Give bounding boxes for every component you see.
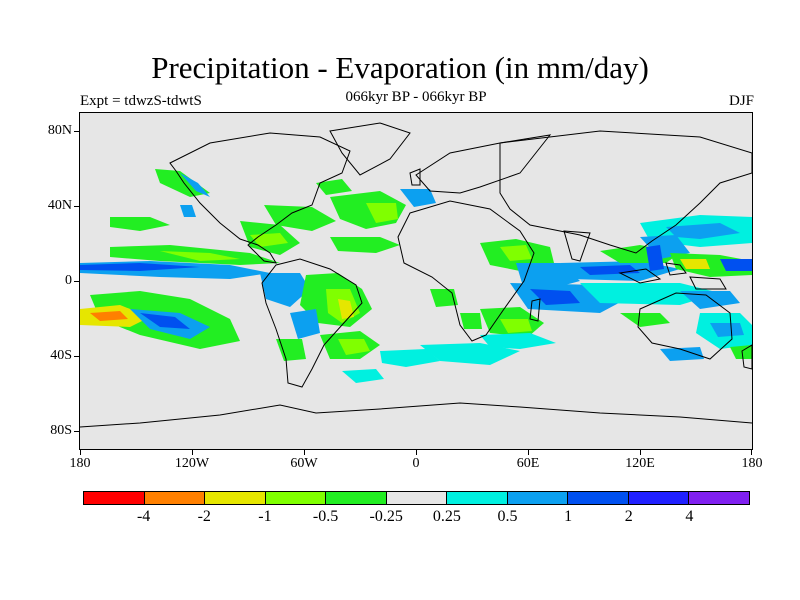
lat-label: 80N bbox=[47, 123, 72, 138]
lat-tick bbox=[74, 131, 80, 132]
plot-title: Precipitation - Evaporation (in mm/day) bbox=[151, 50, 649, 85]
color-bar-box bbox=[205, 492, 266, 504]
color-bar-label: 0.25 bbox=[432, 508, 461, 525]
lat-label: 40S bbox=[50, 348, 72, 363]
lon-tick bbox=[192, 449, 193, 455]
color-bar-box bbox=[447, 492, 508, 504]
color-bar-box bbox=[689, 492, 750, 504]
coastlines bbox=[80, 122, 752, 428]
lon-label: 120W bbox=[174, 456, 210, 471]
lon-label: 120E bbox=[625, 456, 655, 471]
lat-tick bbox=[74, 431, 80, 432]
map-canvas bbox=[80, 122, 752, 428]
color-bar-box bbox=[265, 492, 327, 504]
color-bar bbox=[83, 491, 750, 505]
lon-label: 0 bbox=[412, 456, 420, 471]
lat-label: 40N bbox=[47, 198, 72, 213]
lon-label: 180 bbox=[741, 456, 763, 471]
lon-tick bbox=[528, 449, 529, 455]
color-bar-label: -2 bbox=[197, 508, 211, 525]
lon-tick bbox=[751, 449, 752, 455]
lon-tick bbox=[80, 449, 81, 455]
lat-tick bbox=[74, 206, 80, 207]
color-bar-box bbox=[326, 492, 387, 504]
lon-label: 180 bbox=[69, 456, 91, 471]
color-bar-label: 2 bbox=[624, 508, 633, 525]
color-bar-label: -4 bbox=[136, 508, 151, 525]
color-bar-label: -0.5 bbox=[312, 508, 339, 525]
color-bar-box bbox=[507, 492, 569, 504]
lon-tick bbox=[304, 449, 305, 455]
color-bar-box bbox=[628, 492, 690, 504]
season-label: DJF bbox=[728, 93, 754, 109]
color-bar-label: -0.25 bbox=[369, 508, 403, 525]
color-bar-label: 0.5 bbox=[497, 508, 518, 525]
lon-tick bbox=[640, 449, 641, 455]
color-bar-label: 1 bbox=[564, 508, 573, 525]
world-map-panel bbox=[79, 112, 753, 450]
lon-label: 60E bbox=[516, 456, 540, 471]
color-bar-label: -1 bbox=[258, 508, 272, 525]
color-bar-box bbox=[84, 492, 145, 504]
color-bar-box bbox=[568, 492, 629, 504]
anomaly-fields bbox=[80, 169, 752, 383]
lat-tick bbox=[74, 281, 80, 282]
lon-tick bbox=[416, 449, 417, 455]
color-bar-box bbox=[144, 492, 206, 504]
lon-label: 60W bbox=[290, 456, 318, 471]
lat-label: 80S bbox=[50, 423, 72, 438]
lat-label: 0 bbox=[65, 273, 72, 288]
experiment-label: Expt = tdwzS-tdwtS bbox=[80, 93, 202, 109]
lat-tick bbox=[74, 356, 80, 357]
plot-subtitle: 066kyr BP - 066kyr BP bbox=[345, 89, 487, 105]
color-bar-box bbox=[386, 492, 448, 504]
color-bar-label: 4 bbox=[685, 508, 694, 525]
